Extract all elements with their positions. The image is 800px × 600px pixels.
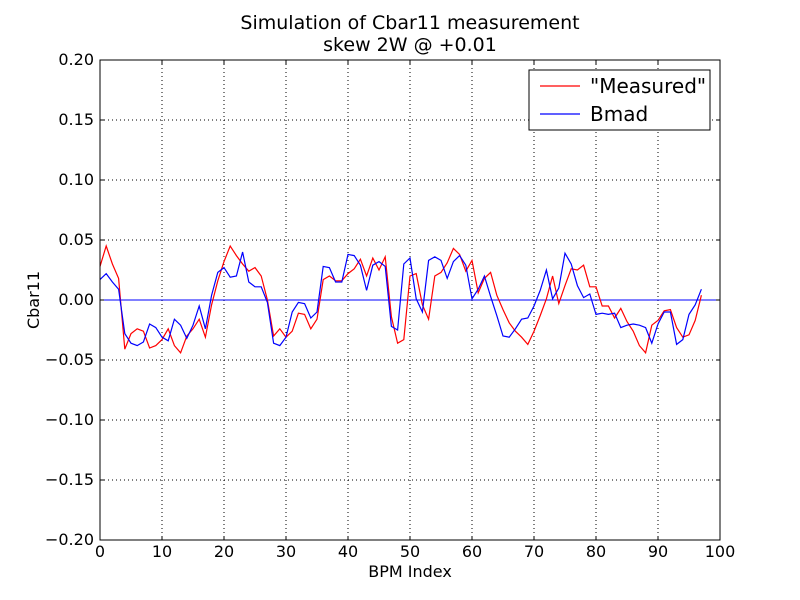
legend-label-bmad: Bmad	[590, 102, 648, 126]
series-line-measured	[99, 244, 702, 355]
y-tick-label: −0.20	[45, 530, 94, 549]
plot-area: 0 10 20 30 40 50 60 70 80 90 100 −0.20 −0.15 −0.10 −0.…	[45, 50, 735, 561]
x-tick-label: 30	[276, 542, 296, 561]
chart-subtitle: skew 2W @ +0.01	[323, 34, 497, 56]
y-tick-label: 0.10	[58, 170, 94, 189]
x-tick-label: 50	[400, 542, 420, 561]
legend-label-measured: "Measured"	[590, 74, 706, 98]
x-tick-label: 60	[462, 542, 482, 561]
y-tick-label: −0.05	[45, 350, 94, 369]
y-tick-label: 0.05	[58, 230, 94, 249]
y-tick-label: 0.20	[58, 50, 94, 69]
x-tick-label: 100	[705, 542, 736, 561]
x-tick-label: 0	[95, 542, 105, 561]
x-tick-label: 20	[214, 542, 234, 561]
x-tick-label: 10	[152, 542, 172, 561]
legend-box	[528, 69, 711, 131]
x-tick-label: 40	[338, 542, 358, 561]
y-axis-label: Cbar11	[24, 271, 43, 329]
x-axis-label: BPM Index	[368, 562, 452, 581]
x-tick-label: 70	[524, 542, 544, 561]
chart-title: Simulation of Cbar11 measurement	[240, 12, 579, 34]
y-tick-label: −0.10	[45, 410, 94, 429]
y-tick-label: 0.15	[58, 110, 94, 129]
x-tick-label: 90	[648, 542, 668, 561]
y-tick-label: −0.15	[45, 470, 94, 489]
legend: "Measured" Bmad	[528, 69, 711, 131]
series-line-bmad	[99, 251, 702, 347]
y-tick-label: 0.00	[58, 290, 94, 309]
x-tick-label: 80	[586, 542, 606, 561]
